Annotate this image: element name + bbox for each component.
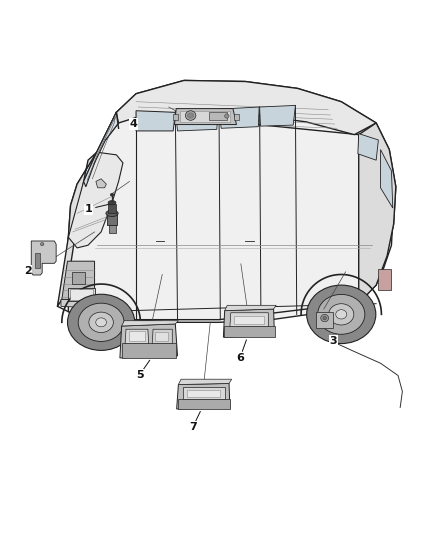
Text: 2: 2	[24, 266, 32, 276]
Ellipse shape	[318, 294, 365, 334]
Bar	[173, 114, 177, 120]
Ellipse shape	[106, 210, 118, 216]
Bar	[107, 214, 117, 225]
Ellipse shape	[187, 113, 194, 118]
Ellipse shape	[225, 114, 229, 118]
Bar	[209, 112, 227, 120]
Polygon shape	[31, 241, 56, 275]
Polygon shape	[120, 324, 177, 358]
Polygon shape	[57, 152, 97, 306]
Polygon shape	[230, 313, 268, 327]
Bar	[155, 333, 168, 341]
Ellipse shape	[78, 303, 124, 342]
Ellipse shape	[321, 314, 328, 322]
Text: 1: 1	[85, 204, 93, 214]
Polygon shape	[358, 134, 378, 160]
Ellipse shape	[307, 285, 376, 344]
Polygon shape	[223, 309, 275, 337]
Ellipse shape	[336, 310, 347, 319]
Ellipse shape	[40, 243, 44, 246]
Polygon shape	[84, 112, 119, 187]
Ellipse shape	[89, 312, 113, 333]
Bar	[183, 386, 225, 399]
Bar	[180, 111, 230, 122]
Bar	[177, 399, 230, 409]
Polygon shape	[61, 300, 97, 308]
Polygon shape	[381, 150, 393, 208]
Polygon shape	[96, 179, 106, 188]
Bar	[35, 253, 39, 268]
Bar	[234, 316, 264, 325]
Text: 3: 3	[329, 336, 337, 346]
Polygon shape	[125, 329, 149, 344]
Bar	[378, 269, 392, 290]
Polygon shape	[122, 321, 178, 326]
Ellipse shape	[96, 318, 106, 327]
Ellipse shape	[67, 294, 135, 350]
Ellipse shape	[323, 317, 326, 320]
Bar	[187, 390, 220, 397]
Polygon shape	[62, 261, 95, 300]
Polygon shape	[106, 80, 376, 140]
Polygon shape	[57, 80, 396, 322]
Bar	[129, 332, 145, 341]
Polygon shape	[174, 109, 237, 125]
Ellipse shape	[110, 193, 114, 196]
Polygon shape	[225, 305, 276, 311]
Bar	[109, 225, 116, 233]
Text: 4: 4	[130, 119, 138, 129]
Text: 6: 6	[236, 353, 244, 363]
Ellipse shape	[185, 111, 196, 120]
Bar	[108, 204, 117, 213]
Polygon shape	[152, 329, 172, 344]
Polygon shape	[68, 152, 123, 248]
Polygon shape	[136, 111, 175, 131]
Polygon shape	[68, 288, 95, 301]
Bar	[224, 326, 275, 337]
Bar	[72, 272, 85, 284]
Polygon shape	[260, 106, 295, 126]
Bar	[234, 114, 239, 120]
Polygon shape	[177, 383, 230, 409]
Polygon shape	[359, 123, 396, 301]
Text: 7: 7	[189, 422, 197, 432]
Polygon shape	[175, 110, 218, 131]
Polygon shape	[178, 379, 232, 384]
Polygon shape	[219, 107, 259, 128]
Ellipse shape	[328, 304, 354, 325]
Bar	[316, 312, 332, 328]
Polygon shape	[68, 102, 394, 320]
Bar	[70, 289, 93, 300]
Ellipse shape	[108, 200, 116, 205]
Text: 5: 5	[136, 370, 143, 380]
Bar	[122, 343, 176, 358]
